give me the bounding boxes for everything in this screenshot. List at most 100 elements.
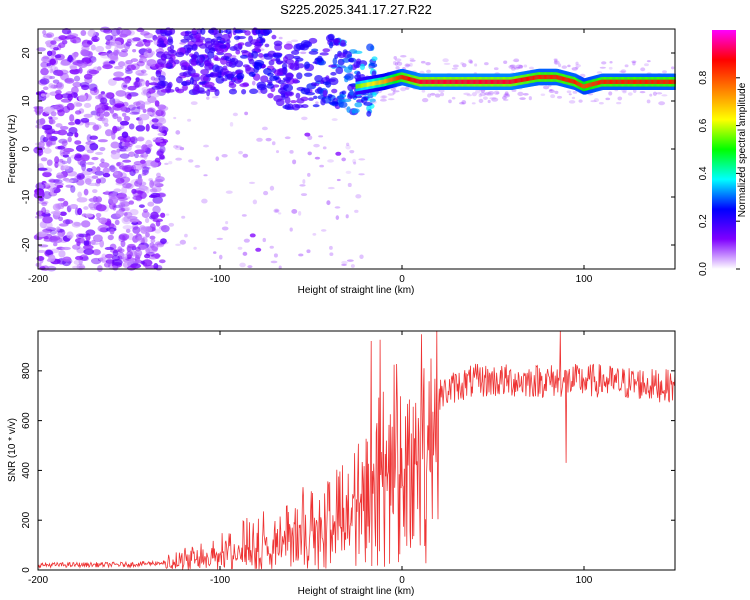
spectrogram-cell: [244, 30, 251, 36]
spectrogram-cell: [364, 100, 370, 103]
colorbar-tick-label: 0.2: [698, 214, 709, 228]
spectrogram-cell: [121, 49, 129, 53]
spectrogram-cell: [62, 219, 74, 225]
spectrogram-cell: [329, 252, 334, 257]
spectrogram-cell: [109, 249, 120, 254]
spectrogram-cell: [149, 242, 155, 249]
spectrogram-cell: [191, 43, 198, 51]
spectrogram-cell: [59, 126, 69, 130]
spectrogram-x-tick-label: -200: [28, 274, 48, 285]
spectrogram-cell: [51, 187, 61, 194]
spectrogram-cell: [244, 65, 251, 72]
spectrogram-cell: [247, 265, 253, 269]
spectrogram-cell: [77, 61, 88, 69]
spectrogram-cell: [53, 242, 58, 247]
spectrogram-cell: [155, 70, 162, 75]
spectrogram-cell: [49, 58, 57, 65]
spectrogram-cell: [73, 222, 82, 227]
spectrogram-cell: [278, 69, 284, 73]
spectrogram-cell: [127, 243, 136, 249]
spectrogram-cell: [356, 60, 361, 69]
spectrogram-cell: [341, 90, 346, 95]
spectrogram-cell: [193, 246, 197, 250]
spectrogram-cell: [107, 234, 114, 241]
spectrogram-cell: [98, 51, 108, 56]
spectrogram-cell: [56, 226, 61, 232]
spectrogram-cell: [100, 97, 108, 105]
spectrogram-cell: [38, 200, 49, 205]
spectrogram-cell: [106, 257, 113, 266]
spectrogram-cell: [132, 235, 139, 243]
spectrogram-cell: [57, 109, 65, 117]
spectrogram-cell: [138, 118, 144, 126]
spectrogram-cell: [105, 129, 113, 137]
spectrogram-cell: [572, 90, 578, 94]
spectrogram-cell: [307, 151, 312, 156]
colorbar: 0.0 0.2 0.4 0.6 0.8 Normalized spectral ampl…: [698, 30, 748, 276]
spectrogram-cell: [53, 46, 59, 51]
spectrogram-cell: [340, 39, 346, 47]
spectrogram-cell: [341, 263, 347, 266]
spectrogram-cell: [272, 84, 280, 88]
spectrogram-cell: [269, 75, 278, 81]
spectrogram-cell: [421, 97, 429, 103]
spectrogram-cell: [187, 118, 192, 122]
spectrogram-cell: [528, 96, 532, 101]
spectrogram-cell: [567, 64, 571, 68]
spectrogram-cell: [109, 228, 115, 235]
spectrogram-cell: [129, 37, 137, 43]
spectrogram-cell: [77, 207, 83, 216]
spectrogram-cell: [221, 33, 231, 42]
spectrogram-cell: [297, 63, 305, 69]
spectrogram-cell: [52, 79, 60, 84]
spectrogram-cell: [671, 66, 675, 70]
spectrogram-cell: [80, 30, 87, 36]
spectrogram-cell: [55, 89, 62, 95]
spectrogram-cell: [96, 166, 101, 172]
spectrogram-cell: [120, 106, 127, 113]
spectrogram-cell: [65, 35, 77, 40]
spectrogram-cell: [89, 142, 99, 151]
spectrogram-cell: [74, 132, 79, 138]
spectrogram-cell: [587, 93, 594, 96]
spectrogram-cell: [105, 34, 114, 41]
spectrogram-cell: [175, 145, 182, 148]
spectrogram-cell: [474, 63, 478, 67]
spectrogram-cell: [71, 221, 82, 228]
spectrogram-cell: [142, 236, 148, 244]
spectrogram-cell: [85, 213, 94, 218]
spectrogram-cell: [393, 55, 397, 60]
spectrogram-cell: [341, 260, 348, 265]
spectrogram-cell: [145, 47, 152, 53]
spectrogram-cell: [273, 94, 283, 102]
spectrogram-cell: [101, 253, 107, 260]
spectrogram-cell: [103, 111, 110, 117]
spectrogram-cell: [440, 92, 445, 97]
spectrogram-cell: [79, 254, 89, 261]
spectrogram-cell: [42, 92, 50, 99]
spectrogram-cell: [608, 66, 613, 70]
spectrogram-cell: [346, 259, 354, 262]
spectrogram-cell: [511, 67, 516, 71]
spectrogram-cell: [143, 160, 155, 167]
spectrogram-cell: [175, 130, 181, 135]
spectrogram-cell: [215, 75, 225, 84]
spectrogram-cell: [159, 29, 164, 34]
spectrogram-cell: [209, 86, 217, 91]
spectrogram-cell: [74, 110, 82, 115]
spectrogram-cell: [181, 215, 186, 219]
spectrogram-cell: [644, 63, 649, 67]
spectrogram-cell: [328, 77, 339, 86]
spectrogram-cell: [273, 208, 280, 213]
spectrogram-cell: [609, 60, 613, 64]
spectrogram-cell: [175, 76, 183, 84]
spectrogram-cell: [69, 65, 78, 70]
spectrogram-cell: [65, 219, 70, 225]
spectrogram-cell: [222, 65, 228, 71]
spectrogram-cell: [255, 247, 262, 252]
spectrogram-cell: [251, 80, 256, 86]
spectrogram-x-tick-label: 100: [576, 274, 593, 285]
spectrogram-cell: [153, 180, 161, 187]
spectrogram-cell: [104, 246, 114, 251]
spectrogram-cell: [486, 92, 494, 97]
